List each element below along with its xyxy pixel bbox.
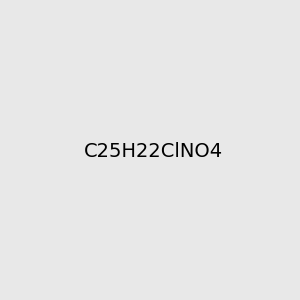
Text: C25H22ClNO4: C25H22ClNO4 — [84, 142, 223, 161]
